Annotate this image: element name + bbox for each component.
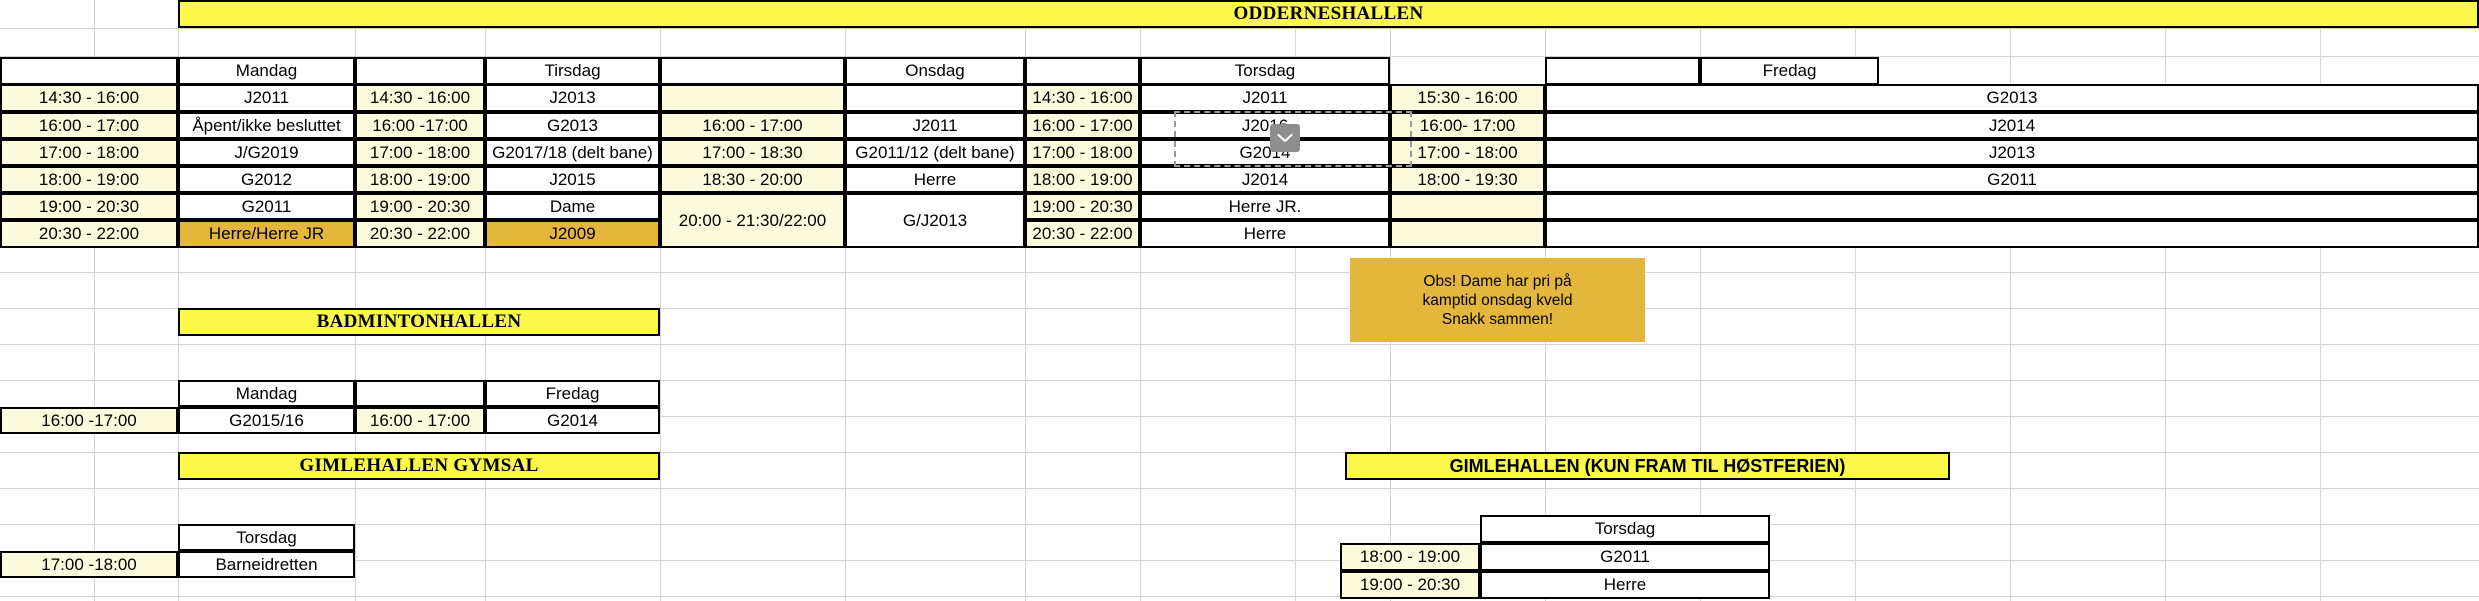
note-line-1: Obs! Dame har pri på — [1423, 272, 1572, 290]
banner-badmintonhallen: BADMINTONHALLEN — [178, 308, 660, 336]
schedule-cell: G2014 — [1140, 139, 1390, 166]
time-cell: 16:00 - 17:00 — [355, 407, 485, 434]
time-cell: 18:00 - 19:00 — [1025, 166, 1140, 193]
day-header-torsdag: Torsdag — [1140, 57, 1390, 85]
schedule-cell-highlight: J2009 — [485, 220, 660, 248]
schedule-cell: G/J2013 — [845, 193, 1025, 248]
schedule-cell: Åpent/ikke besluttet — [178, 112, 355, 139]
time-cell: 20:30 - 22:00 — [355, 220, 485, 248]
day-header-spacer-torsdag — [1025, 57, 1140, 85]
schedule-cell: Herre JR. — [1140, 193, 1390, 220]
time-cell: 18:00 - 19:00 — [0, 166, 178, 193]
schedule-cell: J2011 — [845, 112, 1025, 139]
time-cell: 14:30 - 16:00 — [0, 84, 178, 112]
schedule-cell: J2013 — [1545, 139, 2479, 166]
schedule-cell-empty — [845, 84, 1025, 112]
day-header-mandag: Mandag — [178, 57, 355, 85]
time-cell: 19:00 - 20:30 — [355, 193, 485, 220]
schedule-cell: G2013 — [485, 112, 660, 139]
time-cell: 18:00 - 19:30 — [1390, 166, 1545, 193]
schedule-cell: G2011 — [1480, 543, 1770, 571]
time-cell: 16:00 -17:00 — [0, 407, 178, 434]
schedule-cell: Herre — [1140, 220, 1390, 248]
schedule-cell: Herre — [845, 166, 1025, 193]
time-cell: 20:30 - 22:00 — [1025, 220, 1140, 248]
day-header-spacer-tirsdag — [355, 57, 485, 85]
time-cell: 18:00 - 19:00 — [355, 166, 485, 193]
schedule-cell: J2016 — [1140, 112, 1390, 139]
time-cell: 17:00 -18:00 — [0, 551, 178, 578]
schedule-cell: G2011 — [178, 193, 355, 220]
day-header-gymsal-torsdag: Torsdag — [178, 524, 355, 551]
day-header-spacer-onsdag — [660, 57, 845, 85]
time-cell: 18:30 - 20:00 — [660, 166, 845, 193]
time-cell: 14:30 - 16:00 — [1025, 84, 1140, 112]
time-cell: 18:00 - 19:00 — [1340, 543, 1480, 571]
time-cell: 14:30 - 16:00 — [355, 84, 485, 112]
schedule-cell-highlight: Herre/Herre JR — [178, 220, 355, 248]
schedule-cell: Dame — [485, 193, 660, 220]
banner-gimlehallen-gymsal: GIMLEHALLEN GYMSAL — [178, 452, 660, 480]
chevron-down-icon[interactable] — [1270, 124, 1300, 152]
time-cell: 19:00 - 20:30 — [0, 193, 178, 220]
note-line-3: Snakk sammen! — [1441, 310, 1554, 328]
time-cell: 17:00 - 18:00 — [355, 139, 485, 166]
time-cell: 16:00- 17:00 — [1390, 112, 1545, 139]
time-cell: 17:00 - 18:00 — [1390, 139, 1545, 166]
schedule-cell: G2013 — [1545, 84, 2479, 112]
day-header-tirsdag: Tirsdag — [485, 57, 660, 85]
time-cell: 17:00 - 18:00 — [1025, 139, 1140, 166]
time-cell: 20:30 - 22:00 — [0, 220, 178, 248]
schedule-cell: J2013 — [485, 84, 660, 112]
schedule-cell: J/G2019 — [178, 139, 355, 166]
day-header-spacer-mandag — [0, 57, 178, 85]
time-cell: 16:00 - 17:00 — [0, 112, 178, 139]
schedule-cell: J2014 — [1140, 166, 1390, 193]
schedule-cell: G2011 — [1545, 166, 2479, 193]
time-cell-empty — [660, 84, 845, 112]
schedule-cell: G2011/12 (delt bane) — [845, 139, 1025, 166]
schedule-cell: J2011 — [1140, 84, 1390, 112]
time-cell: 17:00 - 18:00 — [0, 139, 178, 166]
time-cell: 17:00 - 18:30 — [660, 139, 845, 166]
day-header-fredag: Fredag — [1700, 57, 1879, 85]
day-header-badminton-spacer — [355, 380, 485, 407]
time-cell: 19:00 - 20:30 — [1340, 571, 1480, 599]
schedule-cell: G2014 — [485, 407, 660, 434]
day-header-onsdag: Onsdag — [845, 57, 1025, 85]
day-header-gimlehallen-torsdag: Torsdag — [1480, 515, 1770, 543]
note-line-2: kamptid onsdag kveld — [1422, 291, 1573, 309]
time-cell-empty — [1390, 220, 1545, 248]
schedule-cell: Barneidretten — [178, 551, 355, 578]
time-cell: 15:30 - 16:00 — [1390, 84, 1545, 112]
time-cell-empty — [1390, 193, 1545, 220]
time-cell: 16:00 - 17:00 — [1025, 112, 1140, 139]
schedule-cell-empty — [1545, 193, 2479, 220]
schedule-cell: G2015/16 — [178, 407, 355, 434]
schedule-cell: J2015 — [485, 166, 660, 193]
schedule-cell-empty — [1545, 220, 2479, 248]
day-header-spacer-fredag — [1545, 57, 1700, 85]
schedule-cell: G2017/18 (delt bane) — [485, 139, 660, 166]
time-cell: 20:00 - 21:30/22:00 — [660, 193, 845, 248]
time-cell: 19:00 - 20:30 — [1025, 193, 1140, 220]
schedule-cell: G2012 — [178, 166, 355, 193]
note-dame-priority: Obs! Dame har pri på kamptid onsdag kvel… — [1350, 258, 1645, 342]
day-header-badminton-mandag: Mandag — [178, 380, 355, 407]
banner-odderneshallen: ODDERNESHALLEN — [178, 0, 2479, 28]
banner-gimlehallen: GIMLEHALLEN (KUN FRAM TIL HØSTFERIEN) — [1345, 452, 1950, 480]
day-header-badminton-fredag: Fredag — [485, 380, 660, 407]
cell-selection-outline[interactable] — [1174, 111, 1412, 167]
schedule-cell: Herre — [1480, 571, 1770, 599]
schedule-cell: J2011 — [178, 84, 355, 112]
time-cell: 16:00 -17:00 — [355, 112, 485, 139]
time-cell: 16:00 - 17:00 — [660, 112, 845, 139]
schedule-cell: J2014 — [1545, 112, 2479, 139]
